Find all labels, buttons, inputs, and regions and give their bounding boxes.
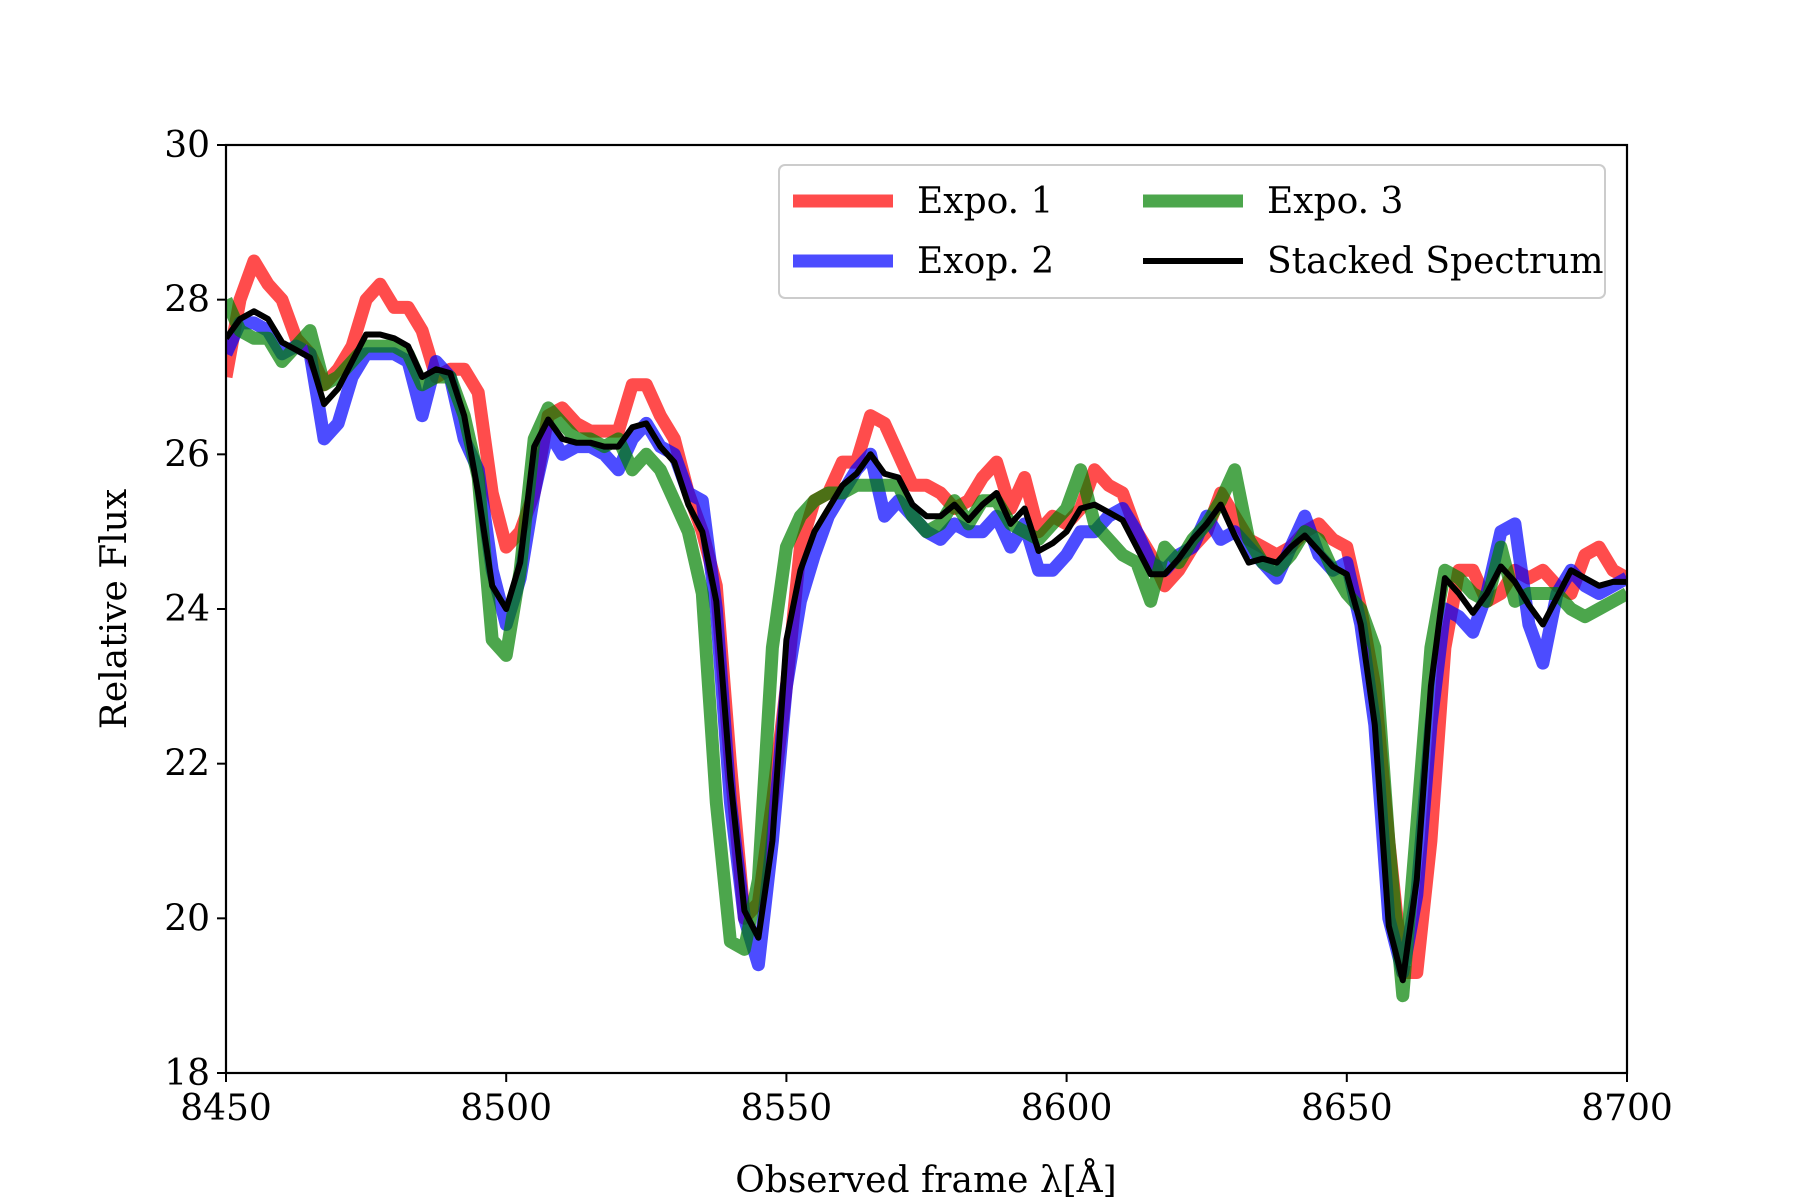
legend-label-4: Stacked Spectrum	[1267, 241, 1604, 282]
series-line-4	[226, 308, 1627, 984]
legend-box	[778, 164, 1606, 299]
x-tick-label: 8700	[1581, 1088, 1673, 1129]
legend-label-2: Exop. 2	[917, 241, 1054, 282]
legend: Expo. 1 Exop. 2 Expo. 3 Stacked Spectrum	[778, 164, 1606, 299]
y-tick-label: 18	[164, 1053, 210, 1094]
y-tick-label: 26	[164, 434, 210, 475]
y-tick-label: 28	[164, 280, 210, 321]
y-tick-label: 20	[164, 898, 210, 939]
x-tick-label: 8450	[180, 1088, 272, 1129]
legend-label-1: Expo. 1	[917, 181, 1053, 222]
y-axis-label: Relative Flux	[94, 489, 135, 729]
x-tick-label: 8650	[1301, 1088, 1393, 1129]
x-tick-label: 8500	[460, 1088, 552, 1129]
legend-label-3: Expo. 3	[1267, 181, 1403, 222]
y-tick-label: 30	[164, 125, 210, 166]
x-axis-label: Observed frame λ[Å]	[735, 1159, 1116, 1200]
series-layer	[226, 254, 1627, 1003]
x-tick-label: 8550	[741, 1088, 833, 1129]
y-axis: 18 20 22 24 26 28 30	[164, 125, 226, 1094]
y-tick-label: 24	[164, 589, 210, 630]
x-tick-label: 8600	[1021, 1088, 1113, 1129]
x-axis: 8450 8500 8550 8600 8650 8700	[180, 1073, 1673, 1129]
y-tick-label: 22	[164, 744, 210, 785]
